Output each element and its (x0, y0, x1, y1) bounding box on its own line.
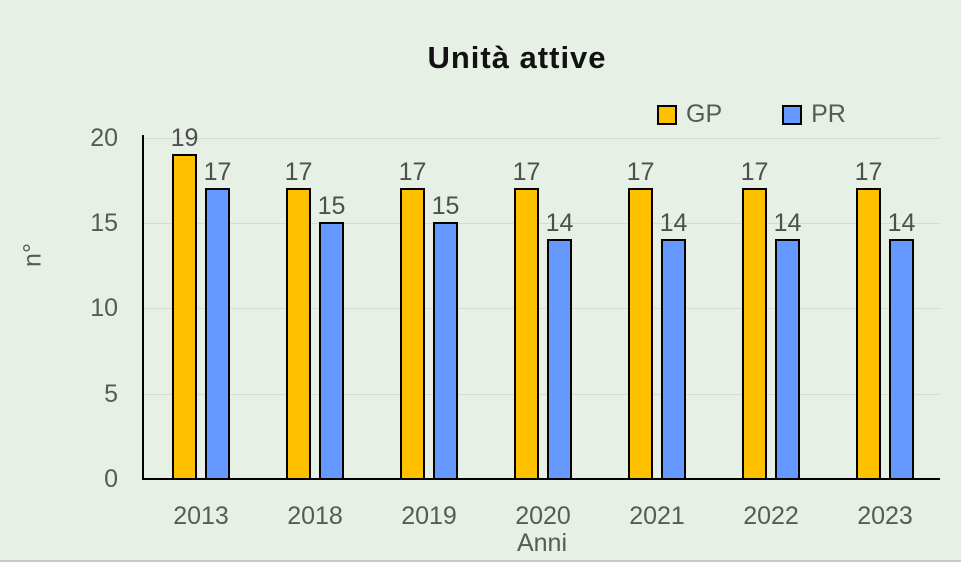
data-label-gp-2021: 17 (626, 158, 655, 186)
bar-pr-2018 (319, 222, 344, 480)
gridline-20 (144, 138, 940, 139)
data-label-pr-2020: 14 (545, 209, 574, 237)
data-label-gp-2019: 17 (398, 158, 427, 186)
x-tick-label-2021: 2021 (629, 502, 685, 530)
legend: GP PR (657, 100, 846, 129)
y-tick-label-0: 0 (104, 465, 118, 493)
pr-legend-label: PR (811, 100, 846, 128)
bar-gp-2023 (856, 188, 881, 480)
data-label-pr-2013: 17 (203, 158, 232, 186)
bar-pr-2021 (661, 239, 686, 480)
bar-gp-2020 (514, 188, 539, 480)
data-label-pr-2023: 14 (887, 209, 916, 237)
bar-gp-2013 (172, 154, 197, 480)
data-label-pr-2019: 15 (431, 192, 460, 220)
data-label-gp-2018: 17 (284, 158, 313, 186)
bar-pr-2023 (889, 239, 914, 480)
bar-pr-2019 (433, 222, 458, 480)
bar-pr-2013 (205, 188, 230, 480)
y-tick-label-10: 10 (90, 294, 118, 322)
x-tick-label-2013: 2013 (173, 502, 229, 530)
data-label-gp-2013: 19 (170, 124, 199, 152)
data-label-gp-2022: 17 (740, 158, 769, 186)
bottom-divider (0, 560, 961, 567)
gp-legend-label: GP (686, 100, 723, 128)
y-tick-label-20: 20 (90, 124, 118, 152)
gridline-10 (144, 308, 940, 309)
x-axis-title: Anni (516, 529, 568, 557)
x-tick-label-2020: 2020 (515, 502, 571, 530)
x-tick-label-2019: 2019 (401, 502, 457, 530)
bar-gp-2022 (742, 188, 767, 480)
gridline-5 (144, 394, 940, 395)
y-tick-label-5: 5 (104, 380, 118, 408)
y-tick-label-15: 15 (90, 209, 118, 237)
bar-pr-2020 (547, 239, 572, 480)
data-label-pr-2022: 14 (773, 209, 802, 237)
x-axis-line (142, 478, 940, 480)
x-tick-label-2018: 2018 (287, 502, 343, 530)
gp-legend-swatch-icon (657, 104, 677, 125)
pr-legend-swatch-icon (782, 104, 803, 125)
data-label-pr-2018: 15 (317, 192, 346, 220)
x-tick-label-2022: 2022 (743, 502, 799, 530)
bar-pr-2022 (775, 239, 800, 480)
data-label-gp-2020: 17 (512, 158, 541, 186)
y-axis-line (142, 135, 144, 480)
bar-gp-2021 (628, 188, 653, 480)
gridline-15 (144, 223, 940, 224)
legend-item-gp: GP (657, 100, 722, 129)
x-tick-label-2023: 2023 (857, 502, 913, 530)
chart-title: Unità attive (427, 40, 607, 75)
data-label-pr-2021: 14 (659, 209, 688, 237)
legend-item-pr: PR (782, 100, 846, 129)
data-label-gp-2023: 17 (854, 158, 883, 186)
bar-gp-2019 (400, 188, 425, 480)
bar-gp-2018 (286, 188, 311, 480)
y-axis-title: n° (18, 243, 47, 267)
